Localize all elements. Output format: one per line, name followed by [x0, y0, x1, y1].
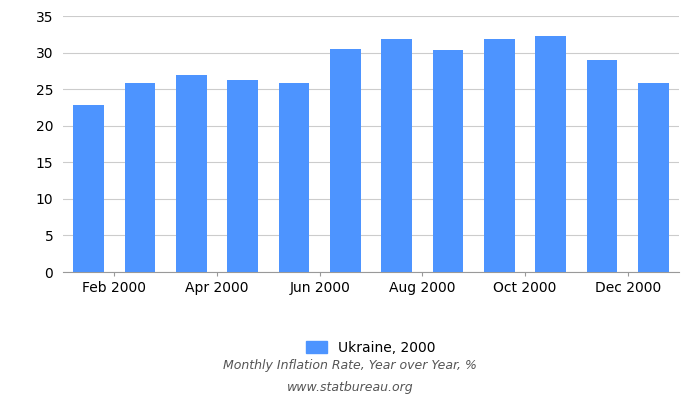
- Bar: [74, 105, 104, 272]
- Bar: [228, 80, 258, 272]
- Bar: [587, 60, 617, 272]
- Bar: [484, 39, 514, 272]
- Legend: Ukraine, 2000: Ukraine, 2000: [301, 335, 441, 360]
- Bar: [433, 50, 463, 272]
- Bar: [638, 83, 668, 272]
- Bar: [382, 40, 412, 272]
- Bar: [176, 74, 206, 272]
- Text: www.statbureau.org: www.statbureau.org: [287, 381, 413, 394]
- Bar: [330, 49, 360, 272]
- Bar: [279, 82, 309, 272]
- Bar: [536, 36, 566, 272]
- Text: Monthly Inflation Rate, Year over Year, %: Monthly Inflation Rate, Year over Year, …: [223, 360, 477, 372]
- Bar: [125, 83, 155, 272]
